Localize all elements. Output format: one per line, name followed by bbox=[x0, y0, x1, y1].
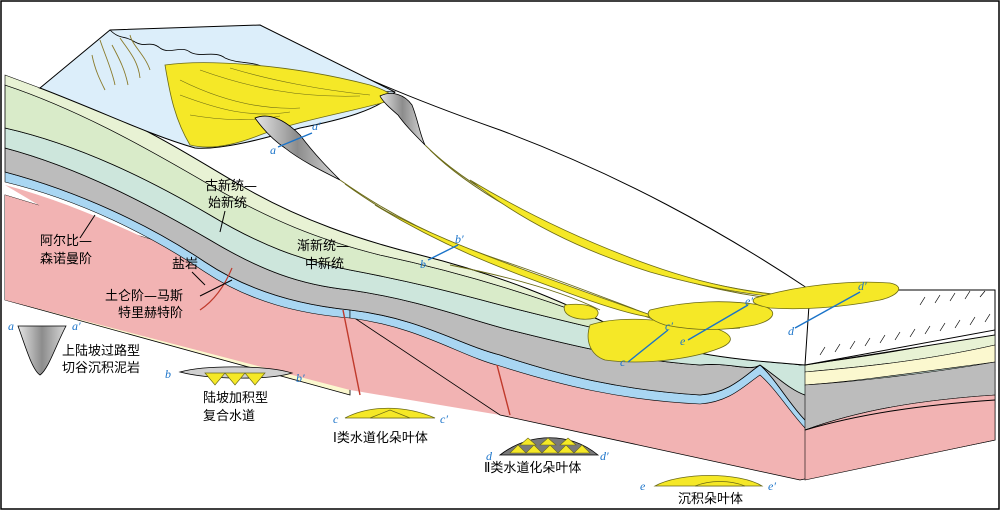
right-end-face bbox=[804, 329, 996, 481]
label-turonian-2: 特里赫特阶 bbox=[118, 306, 183, 321]
svg-text:复合水道: 复合水道 bbox=[203, 409, 255, 424]
svg-text:e: e bbox=[680, 334, 686, 348]
svg-text:a: a bbox=[8, 319, 14, 333]
legend-item-d: d d′ Ⅱ类水道化朵叶体 bbox=[484, 437, 609, 476]
lobe-small bbox=[563, 303, 599, 320]
section-lines bbox=[277, 132, 861, 363]
svg-text:e′: e′ bbox=[768, 479, 776, 493]
legend-item-a: a a′ 上陆坡过路型 切谷沉积泥岩 bbox=[8, 319, 140, 376]
layer-pink bbox=[5, 185, 500, 415]
svg-text:d′: d′ bbox=[600, 449, 609, 463]
hatch-marks bbox=[819, 290, 991, 356]
svg-text:b′: b′ bbox=[455, 232, 464, 246]
label-paleocene-eocene-1: 古新统— bbox=[205, 178, 257, 194]
fan-channels bbox=[179, 67, 371, 120]
section-line-d bbox=[794, 291, 861, 329]
label-oligocene-miocene-1: 渐新统— bbox=[297, 238, 349, 254]
svg-text:上陆坡过路型: 上陆坡过路型 bbox=[62, 343, 140, 359]
section-line-c bbox=[627, 329, 669, 363]
svg-text:c′: c′ bbox=[440, 412, 448, 426]
svg-text:c′: c′ bbox=[665, 319, 673, 333]
label-paleocene-eocene-2: 始新统 bbox=[208, 195, 247, 211]
label-albian-1: 阿尔比— bbox=[40, 234, 92, 249]
svg-text:d: d bbox=[486, 449, 493, 463]
legend-item-e: e e′ 沉积朵叶体 bbox=[640, 475, 776, 507]
svg-text:c: c bbox=[333, 412, 339, 426]
svg-text:e′: e′ bbox=[745, 294, 753, 308]
svg-text:a′: a′ bbox=[72, 319, 81, 333]
label-oligocene-miocene-2: 中新统 bbox=[305, 256, 344, 272]
layer-pink-end bbox=[804, 394, 996, 481]
section-line-b bbox=[427, 244, 459, 261]
basin-floor-edge bbox=[804, 289, 996, 366]
section-line-a bbox=[277, 132, 313, 148]
fault-lines bbox=[199, 267, 511, 416]
svg-text:d: d bbox=[788, 324, 795, 338]
legend-item-b: b b′ 陆坡加积型 复合水道 bbox=[165, 366, 305, 424]
svg-text:Ⅱ类水道化朵叶体: Ⅱ类水道化朵叶体 bbox=[484, 461, 581, 476]
label-turonian-1: 土仑阶—马斯 bbox=[105, 289, 183, 304]
svg-text:切谷沉积泥岩: 切谷沉积泥岩 bbox=[62, 361, 140, 376]
svg-text:a: a bbox=[270, 143, 276, 157]
shelf-fan bbox=[164, 62, 393, 148]
svg-text:b: b bbox=[165, 367, 171, 381]
svg-text:b: b bbox=[420, 257, 426, 271]
unit-labels: 古新统— 始新统 渐新统— 中新统 阿尔比— 森诺曼阶 盐岩 土仑阶—马斯 特里… bbox=[40, 178, 349, 321]
label-albian-2: 森诺曼阶 bbox=[40, 252, 92, 267]
svg-text:陆坡加积型: 陆坡加积型 bbox=[203, 390, 268, 406]
svg-text:Ⅰ类水道化朵叶体: Ⅰ类水道化朵叶体 bbox=[333, 431, 428, 446]
shelf-rivers bbox=[91, 34, 151, 91]
svg-text:a′: a′ bbox=[312, 119, 321, 133]
lobe-d bbox=[752, 281, 900, 310]
svg-text:c: c bbox=[620, 355, 626, 369]
svg-text:d′: d′ bbox=[858, 279, 867, 293]
legend: a a′ 上陆坡过路型 切谷沉积泥岩 b b′ 陆坡加积型 复合水道 c c′ … bbox=[8, 319, 776, 507]
svg-text:b′: b′ bbox=[296, 371, 305, 385]
section-markers: a a′ b b′ c c′ e e′ d d′ bbox=[270, 119, 867, 369]
legend-item-c: c c′ Ⅰ类水道化朵叶体 bbox=[333, 407, 448, 446]
label-salt: 盐岩 bbox=[172, 257, 198, 272]
section-line-e bbox=[687, 304, 749, 341]
svg-text:沉积朵叶体: 沉积朵叶体 bbox=[678, 492, 743, 507]
svg-text:e: e bbox=[640, 479, 646, 493]
